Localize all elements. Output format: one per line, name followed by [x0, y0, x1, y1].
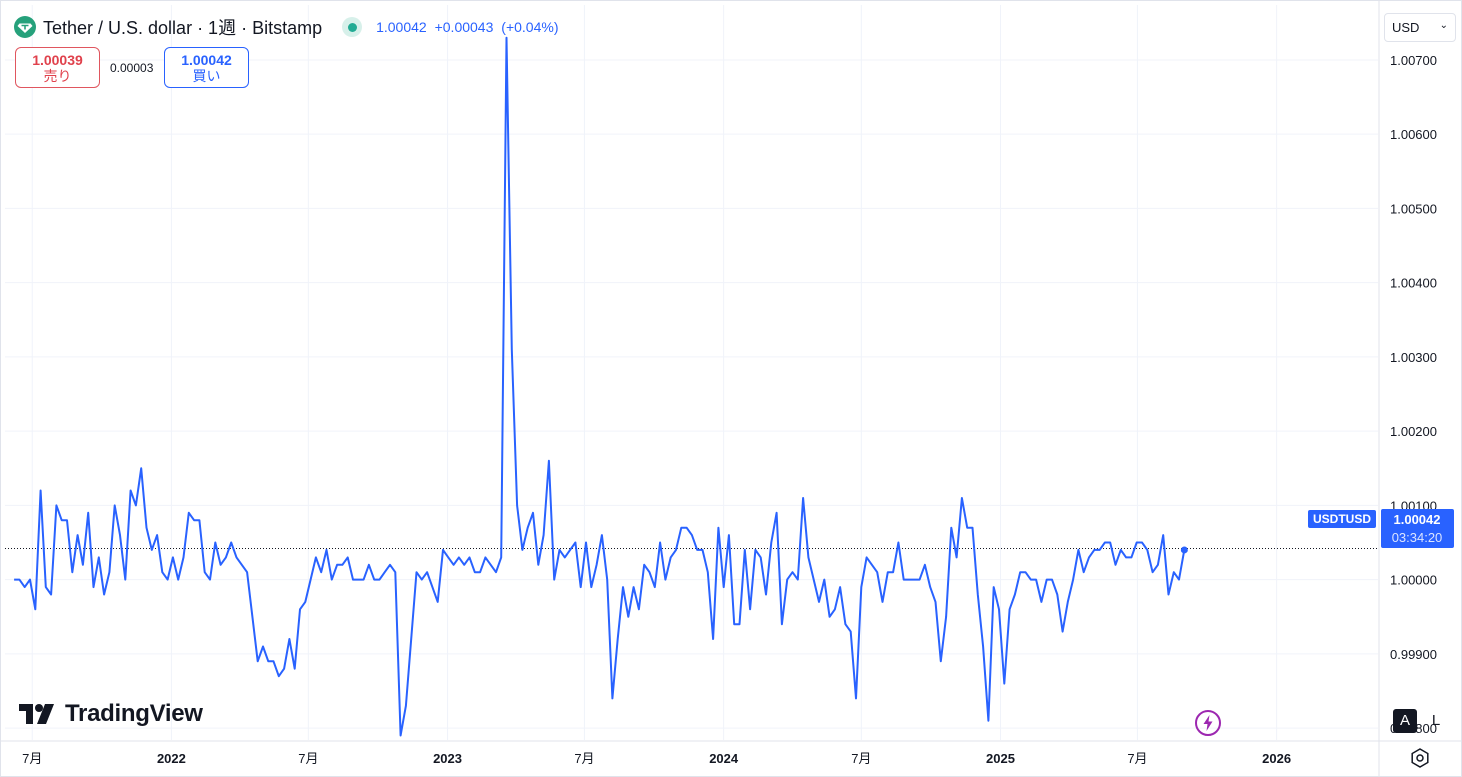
price-line	[14, 36, 1186, 737]
y-tick-label: 1.00200	[1390, 424, 1437, 439]
brand-name: TradingView	[65, 700, 203, 727]
lightning-icon[interactable]	[1194, 709, 1222, 737]
settings-icon[interactable]	[1409, 747, 1431, 769]
sell-label: 売り	[43, 68, 72, 84]
legend-price: 1.00042	[376, 19, 427, 35]
legend-change-pct: (+0.04%)	[501, 19, 559, 35]
time-axis: 7月 2022 7月 2023 7月 2024 7月 2025 7月 2026	[22, 751, 1291, 766]
chart-grid	[5, 5, 1378, 740]
legend-change: +0.00043	[434, 19, 494, 35]
price-series	[14, 36, 1188, 737]
y-tick-label: 1.00500	[1390, 201, 1437, 216]
market-status-icon[interactable]	[342, 17, 363, 37]
x-tick-label: 2024	[709, 751, 739, 766]
x-tick-label: 7月	[1127, 751, 1147, 766]
y-tick-label: 1.00300	[1390, 350, 1437, 365]
y-tick-label: 1.00400	[1390, 276, 1437, 291]
log-scale-button[interactable]: L	[1431, 712, 1441, 729]
x-tick-label: 7月	[298, 751, 318, 766]
tether-logo-icon	[14, 16, 36, 38]
symbol-label-bg	[1308, 510, 1376, 528]
x-tick-label: 2025	[986, 751, 1015, 766]
sell-price: 1.00039	[32, 52, 83, 68]
legend-values: 1.00042 +0.00043 (+0.04%)	[376, 19, 562, 35]
last-price-label-bg	[1381, 509, 1454, 548]
chart-legend: Tether / U.S. dollar · 1週 · Bitstamp 1.0…	[14, 14, 562, 40]
bar-countdown: 03:34:20	[1392, 530, 1443, 545]
auto-scale-button[interactable]: A	[1393, 709, 1417, 733]
buy-price: 1.00042	[181, 52, 232, 68]
currency-select[interactable]: USD ⌄	[1384, 13, 1456, 42]
x-tick-label: 2023	[433, 751, 462, 766]
spread-value: 0.00003	[110, 61, 154, 75]
symbol-label: USDTUSD	[1313, 512, 1371, 526]
symbol-title[interactable]: Tether / U.S. dollar · 1週 · Bitstamp	[43, 18, 323, 38]
x-tick-label: 7月	[22, 751, 42, 766]
x-tick-label: 7月	[851, 751, 871, 766]
x-tick-label: 7月	[574, 751, 594, 766]
y-tick-label: 1.00000	[1390, 573, 1437, 588]
buy-button[interactable]: 1.00042 買い	[164, 47, 249, 88]
x-tick-label: 2026	[1262, 751, 1291, 766]
x-tick-label: 2022	[157, 751, 186, 766]
buy-label: 買い	[192, 68, 221, 84]
y-tick-label: 1.00700	[1390, 53, 1437, 68]
price-label: USDTUSD 1.00042 03:34:20	[1308, 509, 1454, 548]
tradingview-logo[interactable]: TradingView	[19, 700, 203, 728]
y-tick-label: 1.00600	[1390, 127, 1437, 142]
chevron-down-icon: ⌄	[1439, 20, 1448, 31]
last-price-label: 1.00042	[1394, 512, 1441, 527]
tradingview-logo-icon	[19, 704, 54, 724]
currency-value: USD	[1392, 20, 1420, 35]
sell-button[interactable]: 1.00039 売り	[15, 47, 100, 88]
price-axis: 1.00700 1.00600 1.00500 1.00400 1.00300 1.002…	[1390, 53, 1437, 736]
y-tick-label: 0.99900	[1390, 647, 1437, 662]
last-point-marker	[1180, 546, 1188, 554]
